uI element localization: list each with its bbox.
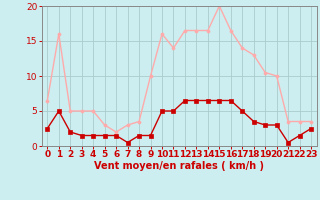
X-axis label: Vent moyen/en rafales ( km/h ): Vent moyen/en rafales ( km/h ) <box>94 161 264 171</box>
